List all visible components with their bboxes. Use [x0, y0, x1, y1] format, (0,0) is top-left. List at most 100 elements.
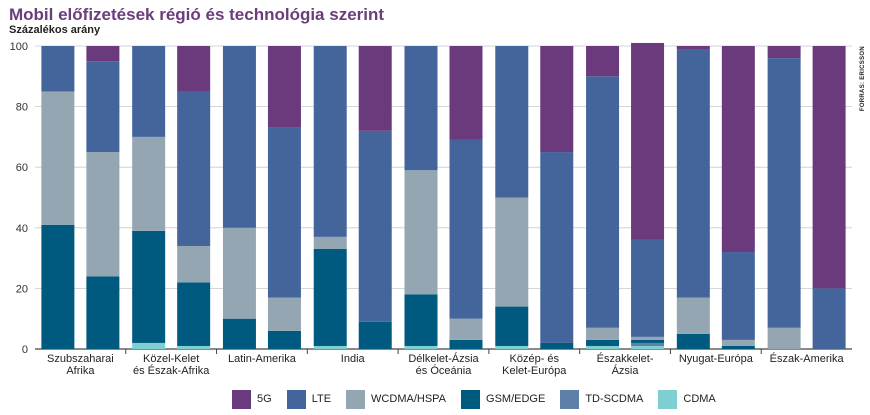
- legend-item: TD-SCDMA: [560, 389, 644, 409]
- bar-segment: [767, 46, 801, 59]
- bar-segment: [132, 342, 166, 349]
- bar-segment: [631, 342, 665, 346]
- legend-swatch: [232, 389, 251, 409]
- bar-segment: [177, 91, 211, 246]
- x-tick-label: India: [341, 353, 366, 365]
- legend-label: TD-SCDMA: [585, 393, 644, 405]
- bar-segment: [86, 61, 120, 153]
- x-tick-label: Észak-Amerika: [770, 352, 845, 365]
- bar-segment: [540, 46, 574, 153]
- bar-segment: [495, 46, 529, 198]
- legend-item: LTE: [286, 389, 332, 409]
- x-tick-label: Délkelet-Ázsia: [408, 352, 479, 365]
- y-tick-label: 80: [16, 102, 28, 114]
- x-tick-label: Latin-Amerika: [228, 353, 297, 365]
- bar-segment: [449, 339, 483, 349]
- y-tick-label: 100: [10, 41, 28, 53]
- bar-segment: [313, 236, 347, 250]
- x-tick-label: Északkelet-: [597, 352, 654, 365]
- bar-segment: [267, 46, 301, 128]
- x-tick-label: Nyugat-Európa: [679, 353, 754, 365]
- bar-segment: [313, 46, 347, 237]
- x-tick-label: Kelet-Európa: [502, 365, 567, 377]
- bar-segment: [313, 249, 347, 346]
- bar-segment: [177, 345, 211, 349]
- bar-segment: [86, 276, 120, 349]
- legend-label: LTE: [311, 393, 332, 405]
- chart-title: Mobil előfizetések régió és technológia …: [9, 5, 385, 24]
- bar-segment: [495, 197, 529, 307]
- bar-segment: [177, 245, 211, 283]
- bar-segment: [812, 46, 846, 289]
- legend-label: WCDMA/HSPA: [371, 393, 447, 405]
- bar-segment: [358, 321, 392, 349]
- legend-label: CDMA: [683, 393, 716, 405]
- x-tick-label: Afrika: [66, 365, 95, 377]
- bar-segment: [267, 127, 301, 298]
- bar-segment: [404, 294, 438, 346]
- bar-segment: [404, 345, 438, 349]
- bar-segment: [313, 345, 347, 349]
- bar-segment: [540, 342, 574, 349]
- bar-segment: [586, 46, 620, 77]
- x-tick-label: Közel-Kelet: [143, 353, 199, 365]
- bar-segment: [631, 339, 665, 343]
- bar-segment: [132, 136, 166, 231]
- x-tick-label: és Észak-Afrika: [133, 364, 210, 377]
- bar-segment: [449, 46, 483, 140]
- bar-segment: [41, 46, 75, 92]
- bar-segment: [267, 297, 301, 331]
- chart-subtitle: Százalékos arány: [9, 24, 101, 36]
- bar-segment: [495, 345, 529, 349]
- bar-segment: [132, 46, 166, 137]
- bar-segment: [631, 336, 665, 340]
- bar-segment: [676, 297, 710, 334]
- bar-segment: [721, 46, 755, 253]
- bar-segment: [631, 42, 665, 240]
- bar-segment: [86, 152, 120, 277]
- bar-segment: [404, 170, 438, 295]
- bar-segment: [495, 306, 529, 346]
- bar-segment: [812, 288, 846, 349]
- legend-item: GSM/EDGE: [461, 389, 545, 409]
- bar-segment: [86, 46, 120, 62]
- bar-segment: [586, 76, 620, 328]
- bar-segment: [222, 318, 256, 349]
- x-tick-label: Szubszaharai: [47, 353, 114, 365]
- bar-segment: [721, 345, 755, 349]
- y-tick-label: 40: [16, 223, 28, 235]
- legend-swatch: [461, 389, 481, 409]
- legend-item: 5G: [232, 389, 272, 409]
- y-tick-label: 60: [16, 162, 28, 174]
- legend-swatch: [346, 389, 366, 409]
- legend-item: CDMA: [658, 389, 716, 409]
- bar-segment: [676, 49, 710, 298]
- bar-segment: [586, 327, 620, 340]
- bar-segment: [586, 339, 620, 346]
- bar-segment: [631, 345, 665, 349]
- y-tick-label: 0: [22, 344, 28, 356]
- x-tick-label: Ázsia: [612, 364, 640, 377]
- bar-segment: [449, 139, 483, 319]
- x-tick-label: és Óceánia: [416, 364, 473, 377]
- bar-segment: [767, 327, 801, 349]
- legend-label: 5G: [257, 393, 272, 405]
- bar-segment: [41, 224, 75, 349]
- bar-segment: [132, 230, 166, 343]
- bar-segment: [721, 339, 755, 346]
- bar-segment: [631, 239, 665, 337]
- legend-swatch: [286, 389, 306, 409]
- bar-segment: [586, 345, 620, 349]
- bar-segment: [404, 46, 438, 171]
- bar-segment: [721, 252, 755, 340]
- bar-segment: [177, 46, 211, 92]
- bar-segment: [267, 330, 301, 349]
- bar-segment: [222, 227, 256, 319]
- legend-swatch: [560, 389, 580, 409]
- bar-segment: [676, 333, 710, 349]
- bar-segment: [676, 46, 710, 50]
- bar-segment: [358, 46, 392, 131]
- legend-swatch: [658, 389, 678, 409]
- bar-segment: [358, 130, 392, 322]
